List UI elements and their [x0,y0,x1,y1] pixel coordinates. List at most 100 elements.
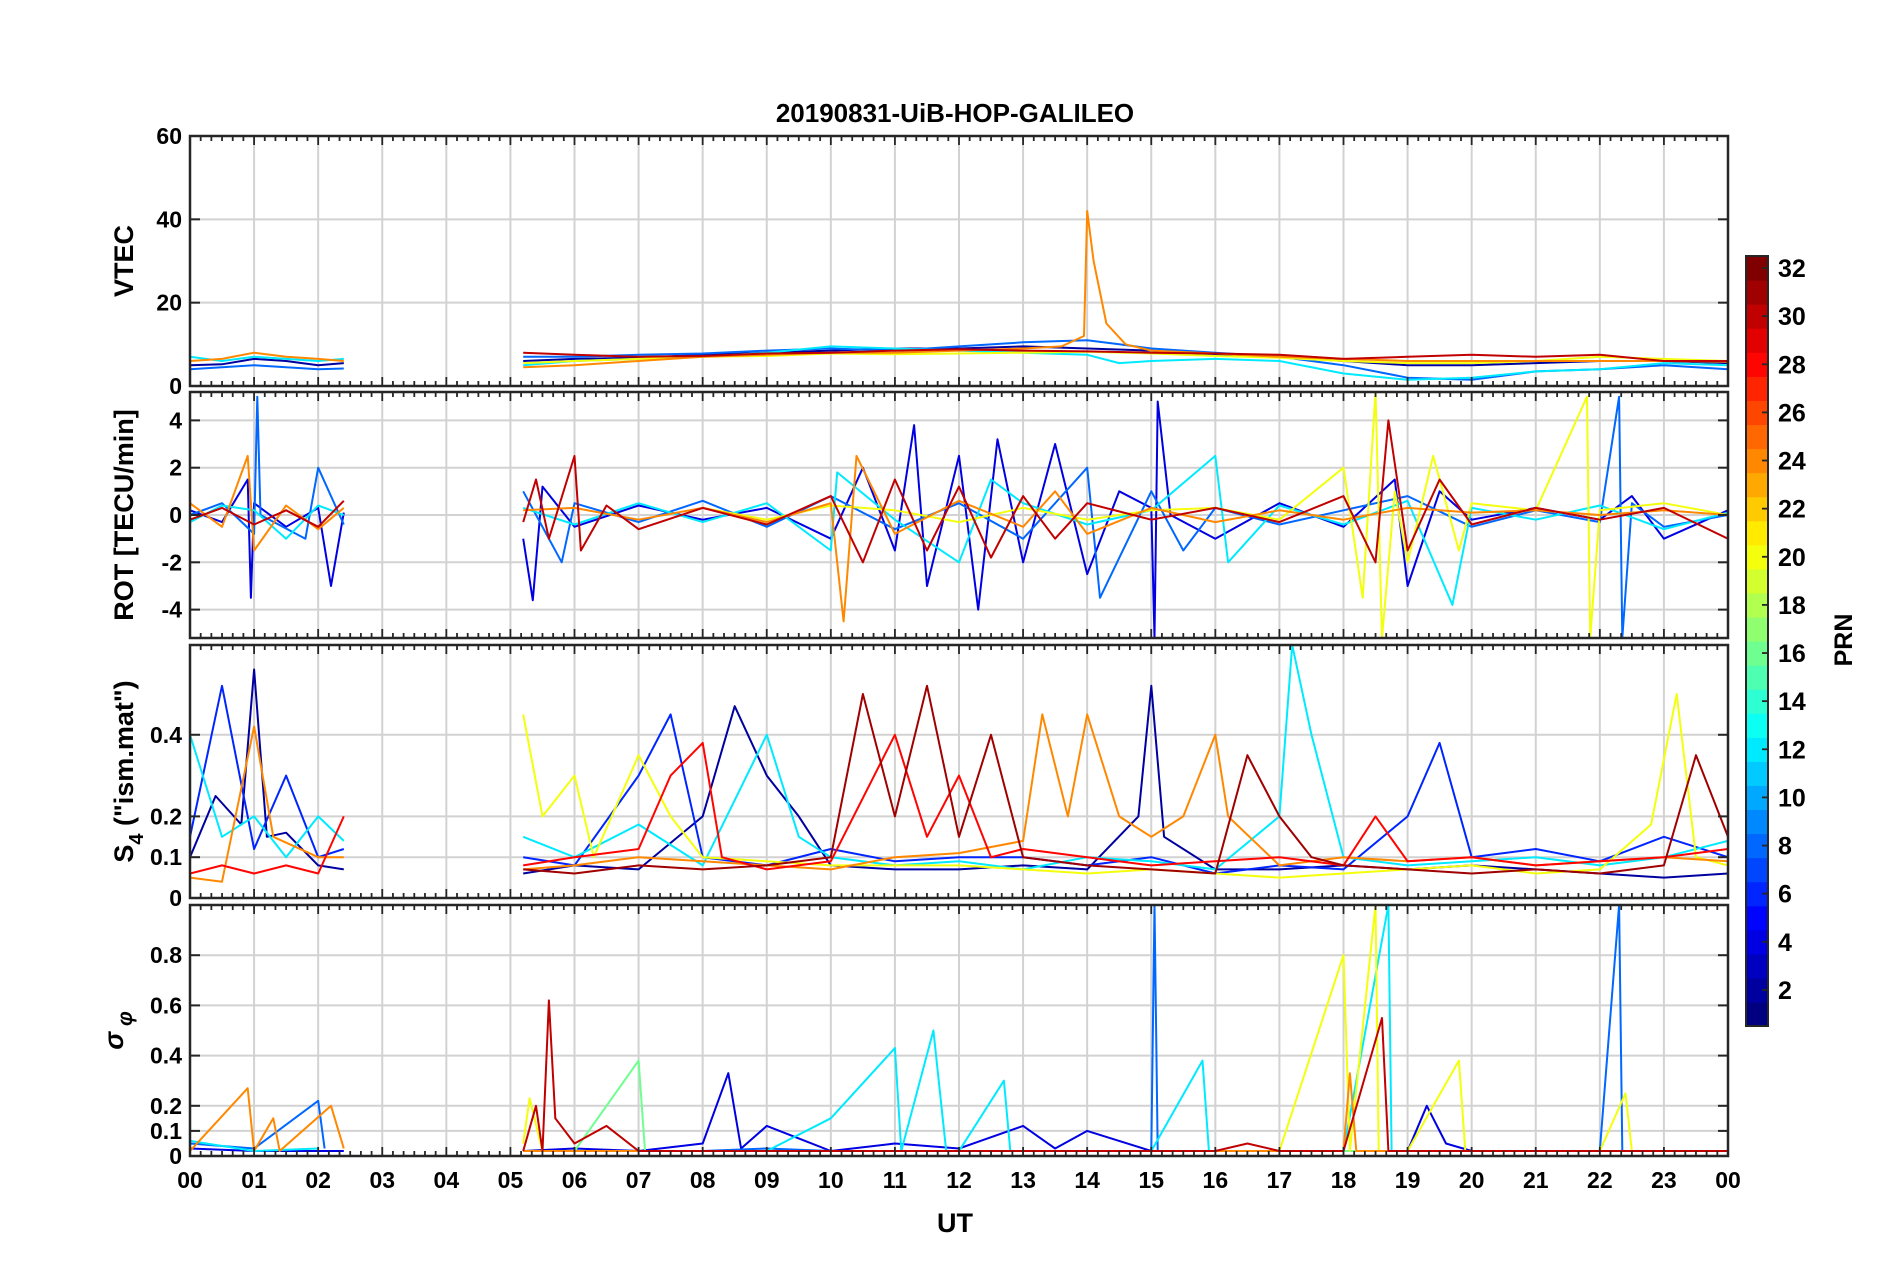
y-axis-label: S4 ("ism.mat") [109,680,148,862]
x-tick-label: 18 [1331,1167,1357,1193]
y-tick-label: -4 [162,597,183,623]
x-tick-label: 09 [754,1167,780,1193]
colorbar-cell [1746,280,1768,305]
x-tick-label: 04 [434,1167,460,1193]
series-line-prn-20 [522,693,1728,879]
y-tick-label: 0 [169,502,182,528]
colorbar-tick-label: 28 [1778,351,1806,379]
colorbar-frame [1745,255,1769,1027]
x-tick-label: 00 [1715,1167,1741,1193]
colorbar-cell [1746,424,1768,450]
colorbar-cell [1746,376,1768,401]
x-tick-label: 22 [1587,1167,1613,1193]
colorbar-tick-label: 8 [1778,833,1792,861]
x-tick-label: 07 [626,1167,652,1193]
x-tick-label: 19 [1395,1167,1421,1193]
colorbar-tick-label: 18 [1778,592,1806,620]
series-line-prn-24 [190,210,1728,369]
x-tick-label: 10 [818,1167,844,1193]
colorbar-cell [1746,592,1768,618]
colorbar-tick-label: 32 [1778,255,1806,283]
panel-s4: 0 0.1 0.2 0.4S4 ("ism.mat") [109,643,1730,911]
y-tick-label: 0.1 [150,1118,182,1144]
series-line-prn-31 [523,684,1728,875]
colorbar-tick-label: 2 [1778,977,1792,1005]
colorbar-cell [1746,857,1768,883]
colorbar-cell [1746,689,1768,714]
series-group [190,210,1728,381]
colorbar-cell [1746,256,1768,281]
colorbar-tick-label: 14 [1778,688,1806,716]
x-tick-label: 13 [1010,1167,1036,1193]
y-axis-label: ROT [TECU/min] [109,409,139,620]
x-tick-label: 02 [305,1167,331,1193]
colorbar-cell [1746,400,1768,426]
x-tick-label: 17 [1267,1167,1293,1193]
y-tick-label: 0.8 [150,942,182,968]
colorbar-cell [1746,833,1768,859]
series-line-prn-2 [190,345,1728,367]
panel-rot: -4 -2 0 2 4 ROT [TECU/min] [109,390,1730,640]
x-tick-label: 03 [369,1167,395,1193]
colorbar-cell [1746,352,1768,377]
y-tick-label: 0.1 [150,844,182,870]
y-tick-label: 2 [169,455,182,481]
colorbar-cell [1746,616,1768,642]
colorbar-cell [1746,809,1768,835]
x-tick-label: 16 [1203,1167,1229,1193]
x-tick-label: 08 [690,1167,716,1193]
colorbar-cell [1746,905,1768,931]
series-line-prn-8 [190,395,1728,638]
colorbar-cell [1746,520,1768,546]
colorbar-tick-label: 6 [1778,881,1792,909]
colorbar-tick-label: 20 [1778,544,1806,572]
x-axis: 00 01 02 03 04 05 06 07 08 09 10 11 12 13 14 15 16 17 18 19… [177,1167,1741,1193]
x-tick-label: 01 [241,1167,267,1193]
colorbar-cell [1746,881,1768,907]
series-line-prn-12 [190,454,1728,606]
colorbar-tick-label: 30 [1778,303,1806,331]
series-group [190,645,1728,883]
series-line-prn-30 [523,348,1728,362]
colorbar-cell [1746,1001,1768,1027]
x-tick-label: 06 [562,1167,588,1193]
colorbar-cell [1746,977,1768,1003]
colorbar-cell [1746,761,1768,786]
colorbar-cell [1746,304,1768,329]
colorbar-label: PRN [1830,614,1858,667]
colorbar-tick-label: 16 [1778,640,1806,668]
series-line-prn-28 [190,733,1728,875]
colorbar-tick-label: 24 [1778,448,1806,476]
y-tick-label: 0.2 [150,1093,182,1119]
y-tick-label: 20 [156,290,182,316]
y-tick-label: 60 [156,123,182,149]
x-tick-label: 20 [1459,1167,1485,1193]
colorbar-cell [1746,328,1768,353]
colorbar-cell [1746,929,1768,955]
chart-title: 20190831-UiB-HOP-GALILEO [776,98,1134,128]
y-tick-label: 0.6 [150,992,182,1018]
y-tick-label: 0.2 [150,803,182,829]
colorbar-tick-label: 26 [1778,399,1806,427]
colorbar-cell [1746,713,1768,738]
x-axis-label: UT [937,1208,973,1238]
colorbar-cell [1746,953,1768,979]
y-tick-label: -2 [162,549,182,575]
y-tick-label: 0.4 [150,722,182,748]
y-tick-label: 4 [169,407,182,433]
panel-sigma_phi: 00.10.2 0.4 0.6 0.8 σ φ [99,903,1730,1169]
y-tick-label: 0 [169,885,182,911]
colorbar-tick-label: 10 [1778,784,1806,812]
x-tick-label: 23 [1651,1167,1677,1193]
y-tick-label: 0.4 [150,1043,182,1069]
x-tick-label: 14 [1074,1167,1100,1193]
colorbar-tick-label: 22 [1778,496,1806,524]
panel-vtec: 0 20 40 60 VTEC [109,123,1730,399]
colorbar-cell [1746,448,1768,474]
colorbar-cell [1746,641,1768,666]
y-axis-label: σ φ [99,1011,137,1050]
series-line-prn-24 [190,454,1728,623]
